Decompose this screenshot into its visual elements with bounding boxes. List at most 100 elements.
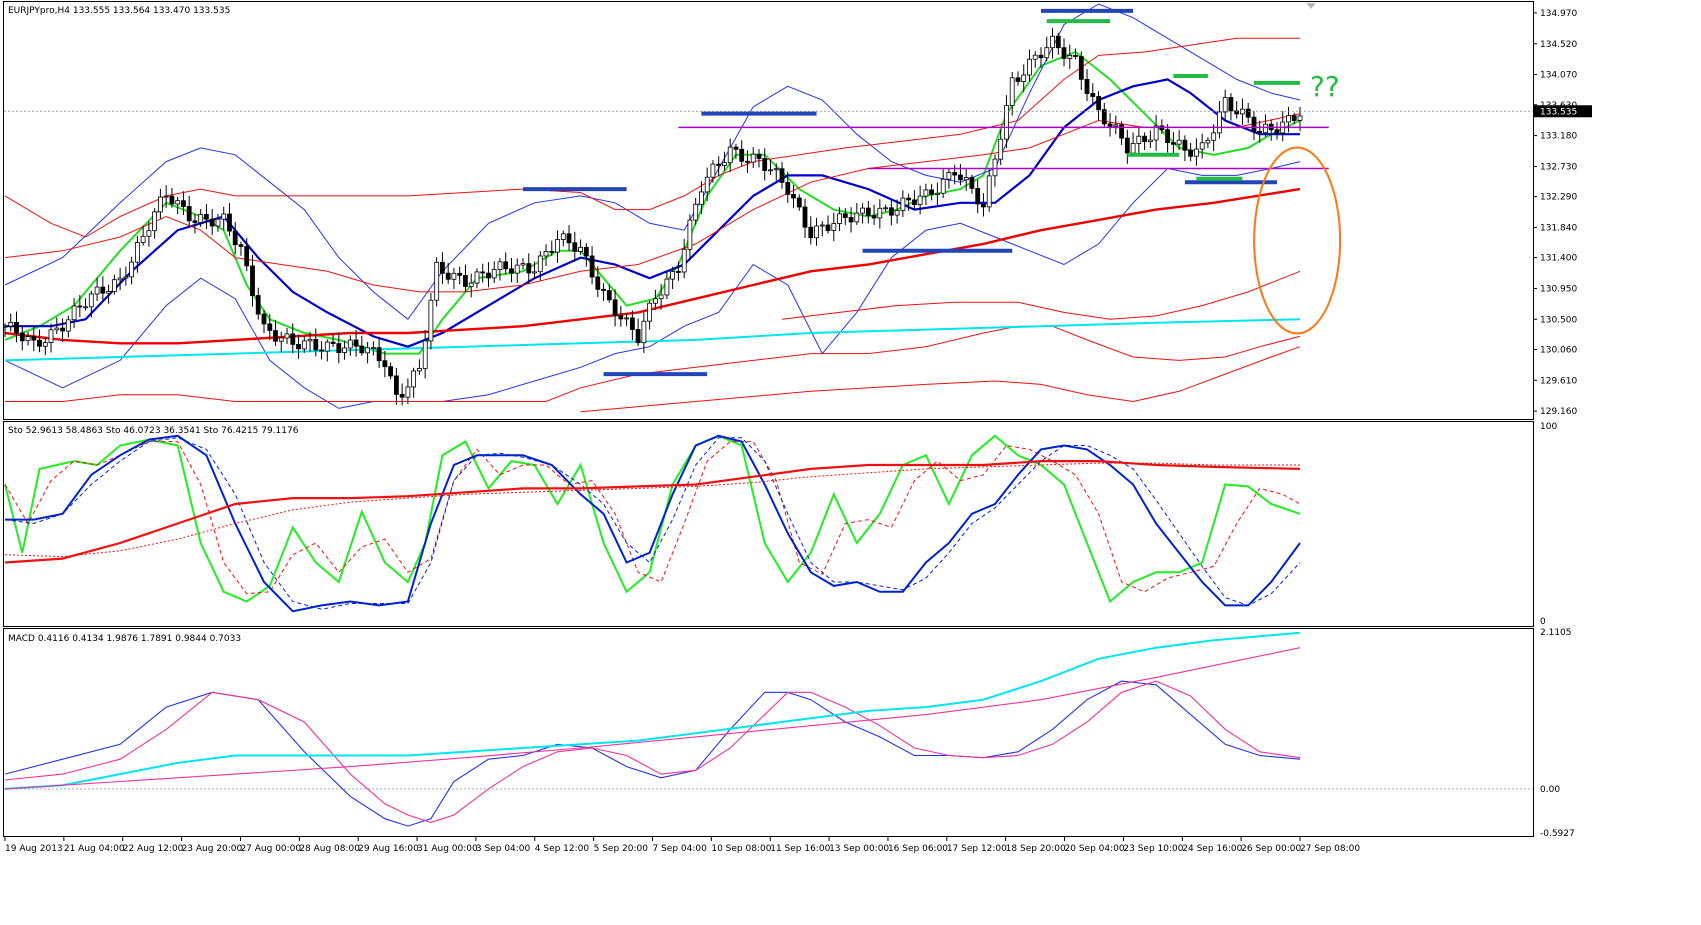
candle-up — [935, 192, 940, 195]
candle-down — [606, 290, 612, 301]
candle-down — [250, 265, 255, 296]
price-tick-label: 134.970 — [1540, 9, 1577, 19]
candle-up — [1176, 139, 1182, 145]
candle-down — [739, 148, 745, 162]
macd-panel-title: MACD 0.4116 0.4134 1.9876 1.7891 0.9844 … — [8, 634, 241, 644]
candle-down — [376, 347, 382, 362]
price-tick-label: 130.950 — [1540, 284, 1577, 294]
candle-down — [1245, 108, 1251, 118]
candle-up — [658, 294, 664, 300]
macd-panel[interactable] — [3, 628, 1534, 837]
macd-axis: 2.1105 0.00 -0.5927 — [1540, 628, 1575, 839]
candle-down — [60, 327, 65, 332]
candle-down — [192, 220, 198, 223]
candle-down — [825, 224, 831, 231]
candle-up — [514, 264, 520, 274]
time-tick-label: 23 Aug 20:00 — [182, 844, 243, 854]
candle-up — [963, 177, 969, 181]
candle-down — [745, 160, 750, 163]
candle-down — [1291, 115, 1297, 121]
time-tick-label: 4 Sep 12:00 — [535, 844, 590, 854]
candle-down — [572, 242, 578, 252]
candle-down — [1119, 124, 1124, 139]
scroll-marker-icon[interactable] — [1306, 3, 1316, 9]
series-macd-signal — [4, 680, 1301, 823]
candle-down — [676, 271, 681, 273]
candle-down — [399, 393, 405, 398]
macd-lines — [4, 631, 1301, 827]
candle-down — [382, 360, 388, 368]
candle-up — [8, 321, 14, 327]
candle-down — [848, 217, 854, 223]
candle-down — [1274, 129, 1280, 134]
series-sto-slow — [5, 434, 1301, 613]
candle-down — [842, 213, 848, 218]
time-tick-label: 27 Sep 08:00 — [1300, 844, 1360, 854]
candle-up — [837, 213, 842, 224]
candle-up — [722, 162, 727, 166]
candle-up — [129, 261, 135, 278]
candle-down — [583, 246, 589, 257]
candle-up — [727, 146, 733, 164]
macd-tick-label: -0.5927 — [1540, 829, 1575, 839]
question-annotation: ?? — [1310, 70, 1340, 103]
candle-down — [19, 332, 25, 342]
candle-down — [618, 315, 624, 320]
candle-up — [106, 291, 111, 294]
candle-down — [1165, 129, 1170, 143]
candle-down — [273, 330, 278, 342]
candle-down — [975, 187, 981, 205]
candle-up — [992, 158, 998, 177]
candle-up — [543, 250, 549, 257]
candle-up — [1136, 135, 1142, 144]
candle-up — [940, 178, 946, 194]
candle-down — [791, 193, 796, 199]
candle-up — [520, 263, 526, 266]
stochastic-tick-label: 0 — [1540, 617, 1546, 627]
candle-up — [710, 163, 716, 178]
candle-up — [146, 230, 152, 237]
candle-down — [612, 299, 618, 317]
candle-down — [756, 153, 762, 159]
candle-down — [865, 207, 871, 216]
candle-up — [773, 168, 779, 171]
candle-up — [560, 233, 566, 240]
candle-up — [1032, 54, 1038, 60]
candle-down — [733, 146, 739, 150]
candle-down — [601, 288, 606, 291]
candle-down — [37, 339, 42, 347]
overlay-envelope-upper-red-ext — [781, 270, 1301, 320]
candle-down — [785, 181, 791, 195]
time-tick-label: 19 Aug 2013 — [5, 844, 63, 854]
candle-up — [221, 213, 227, 220]
candle-up — [48, 329, 54, 343]
candle-up — [1021, 74, 1027, 82]
candle-up — [215, 218, 221, 227]
candle-down — [526, 263, 532, 274]
candle-up — [537, 255, 543, 273]
candle-down — [319, 349, 325, 352]
candle-up — [123, 276, 129, 279]
series-macd-long-signal — [4, 647, 1301, 790]
candle-down — [802, 206, 808, 228]
candle-down — [589, 255, 595, 278]
candle-up — [1205, 139, 1211, 144]
candle-down — [244, 246, 250, 267]
price-panel-title: EURJPYpro,H4 133.555 133.564 133.470 133… — [8, 6, 230, 16]
price-tick-label: 134.520 — [1540, 40, 1577, 50]
candle-down — [1142, 135, 1147, 142]
candle-up — [693, 203, 699, 221]
series-sto-slow-signal — [4, 437, 1301, 610]
candle-down — [313, 338, 319, 351]
price-panel[interactable] — [3, 1, 1534, 420]
candle-down — [889, 207, 894, 216]
candle-down — [1038, 54, 1044, 59]
candle-down — [480, 271, 486, 274]
candle-up — [532, 271, 537, 274]
candle-up — [370, 347, 376, 350]
candle-down — [912, 199, 917, 205]
candle-up — [94, 286, 100, 295]
current-price-label-box — [1534, 105, 1592, 118]
